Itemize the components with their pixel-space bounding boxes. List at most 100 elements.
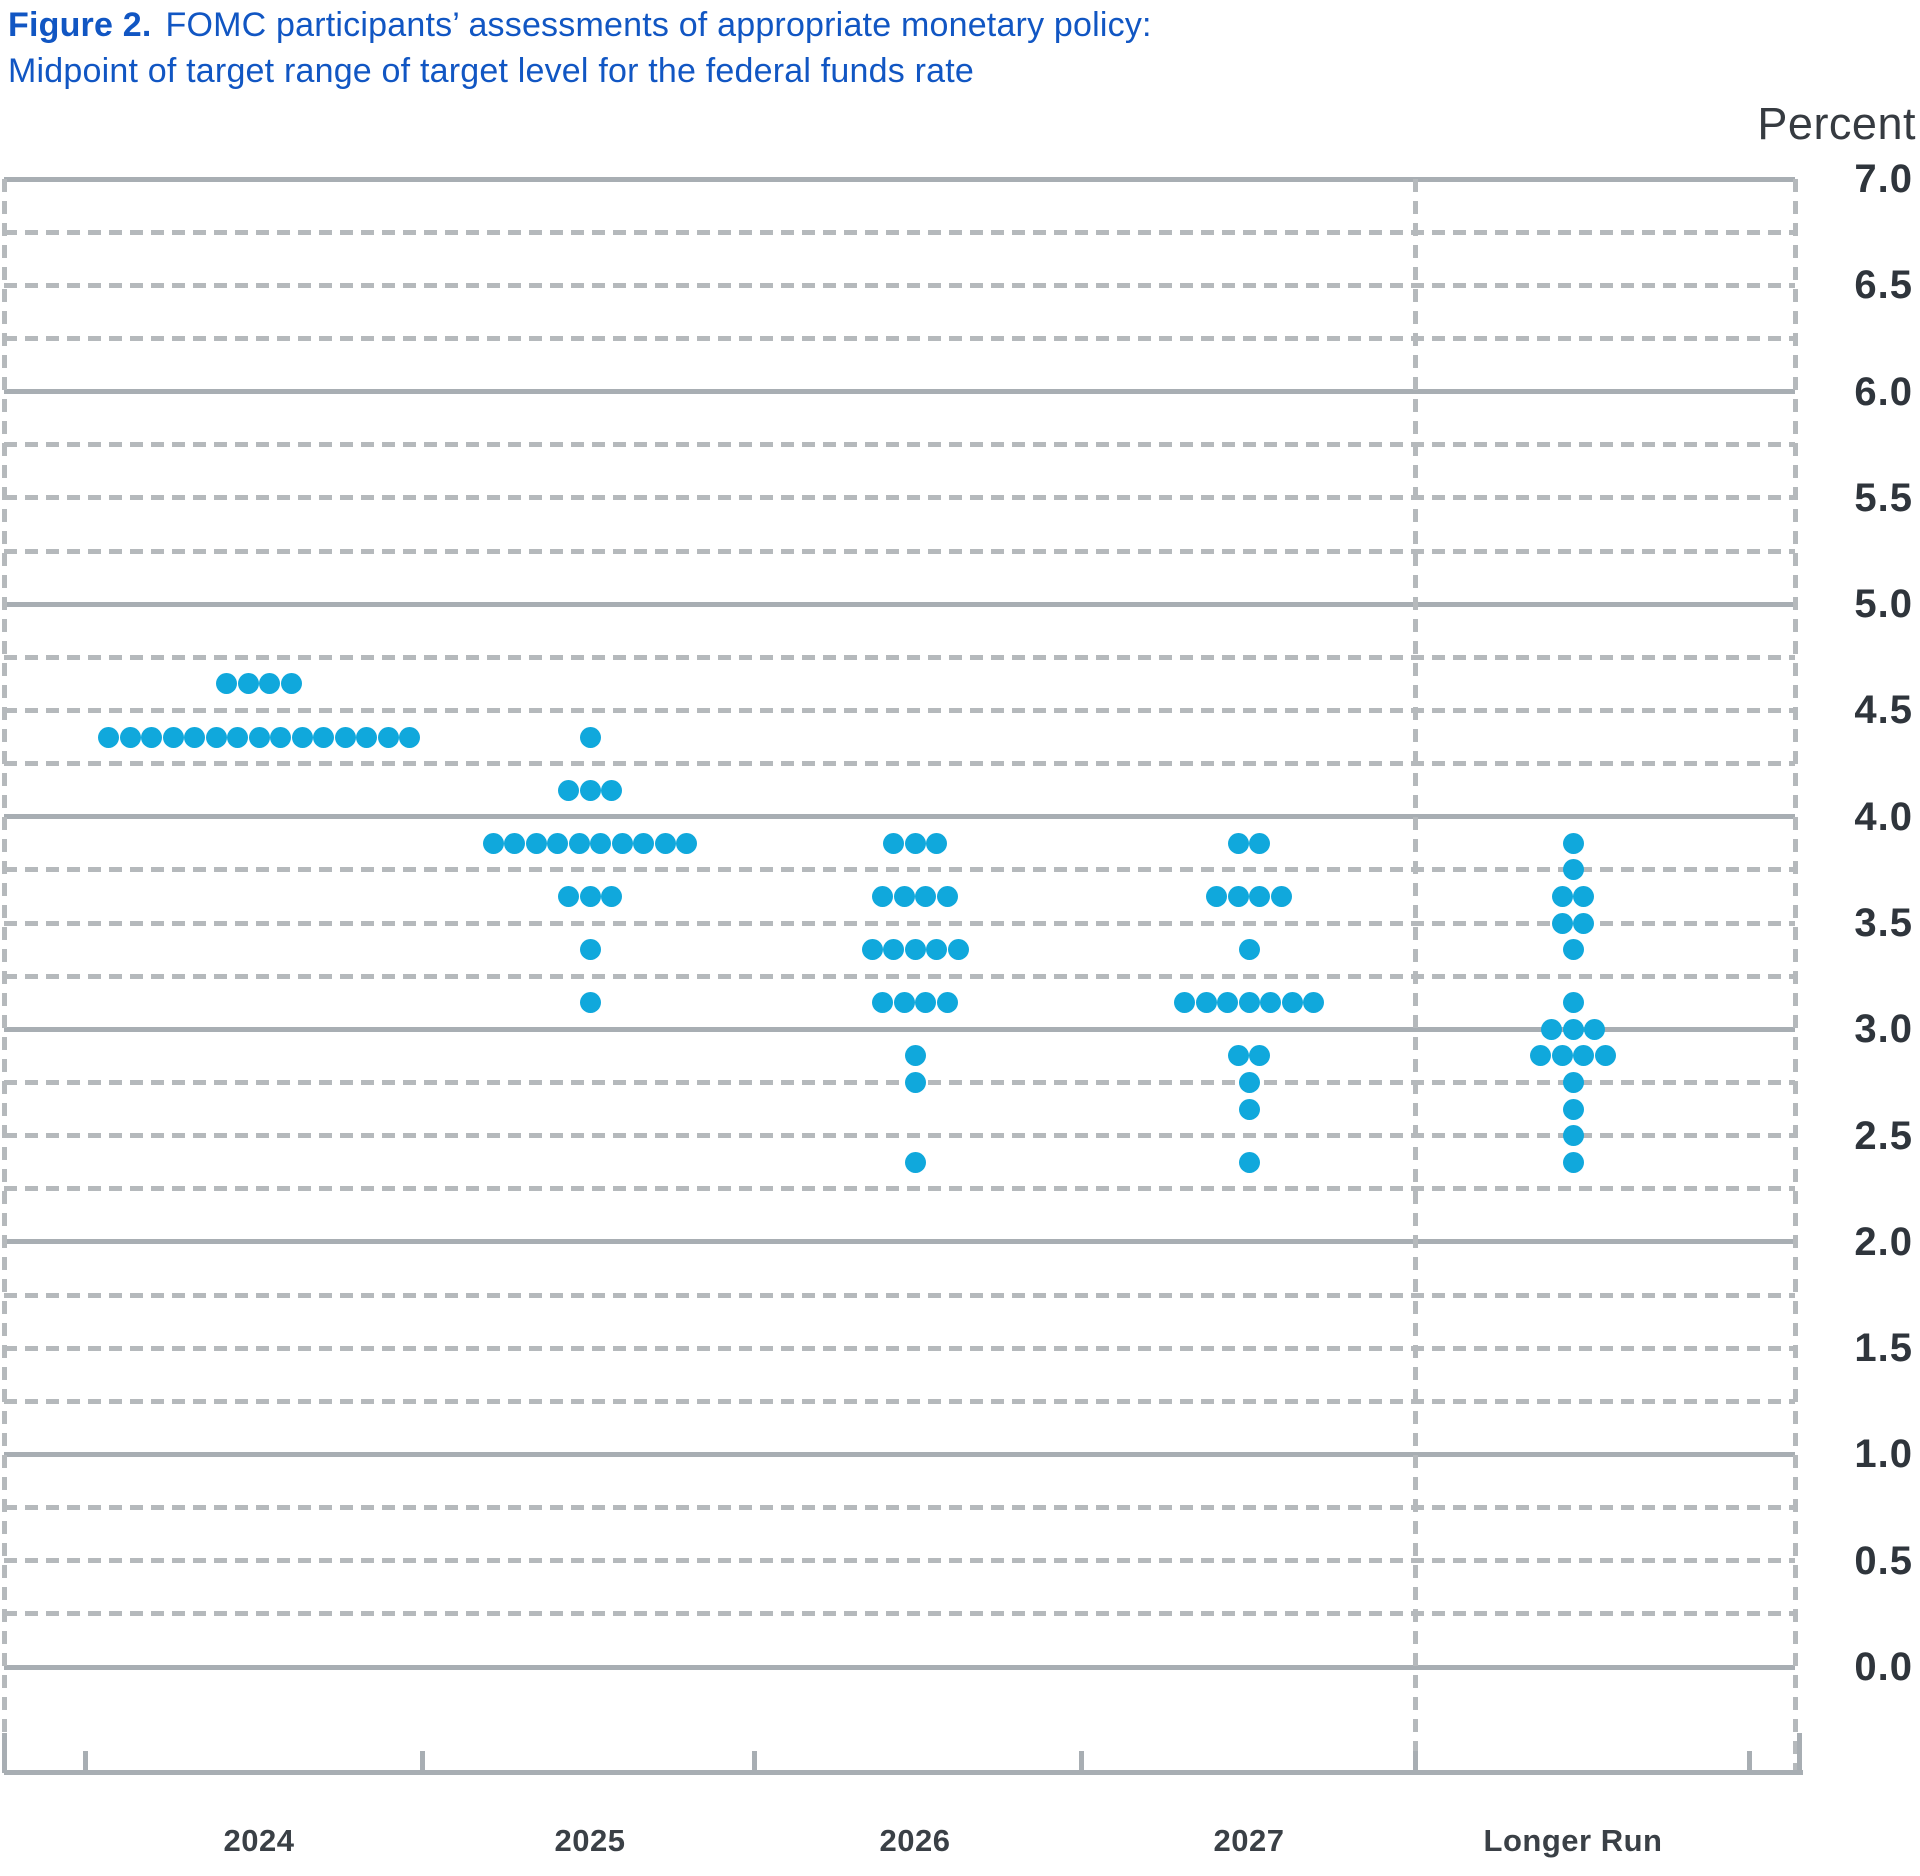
y-axis-tick-label: 3.0: [1854, 1007, 1913, 1052]
fomc-projection-dot: [579, 779, 601, 801]
longer-run-separator: [1412, 179, 1418, 1773]
y-axis-tick-label: 6.5: [1854, 263, 1913, 308]
fomc-projection-dot: [904, 939, 926, 961]
axis-tick: [1412, 1751, 1418, 1773]
y-axis-tick-label: 7.0: [1854, 157, 1913, 201]
fomc-projection-dot: [883, 832, 904, 854]
axis-tick: [1746, 1751, 1752, 1773]
fomc-projection-dot: [1562, 859, 1584, 881]
fomc-projection-dot: [1303, 992, 1324, 1014]
fomc-projection-dot: [947, 939, 969, 961]
fomc-projection-dot: [590, 832, 612, 854]
fomc-projection-dot: [1551, 1045, 1573, 1067]
gridline-dashed: [4, 654, 1795, 660]
y-axis-tick-label: 1.5: [1854, 1326, 1913, 1371]
fomc-projection-dot: [547, 832, 569, 854]
fomc-projection-dot: [904, 1151, 926, 1173]
fomc-projection-dot: [482, 832, 504, 854]
fomc-projection-dot: [936, 992, 958, 1014]
gridline-dashed: [4, 442, 1795, 448]
gridline-solid: [4, 601, 1795, 607]
fomc-projection-dot: [676, 832, 698, 854]
figure-number-label: Figure 2.: [8, 6, 152, 44]
fomc-projection-dot: [579, 992, 601, 1014]
fomc-projection-dot: [915, 992, 937, 1014]
fomc-projection-dot: [141, 726, 162, 748]
fomc-projection-dot: [1249, 832, 1271, 854]
y-axis-unit-label: Percent: [1757, 98, 1916, 149]
x-axis-category-label: 2026: [879, 1823, 951, 1858]
fomc-projection-dot: [1562, 1071, 1584, 1093]
y-axis-tick-label: 5.5: [1854, 475, 1913, 520]
x-axis-category-label: 2027: [1213, 1823, 1285, 1858]
fomc-projection-dot: [926, 832, 947, 854]
fomc-projection-dot: [1195, 992, 1217, 1014]
gridline-dashed: [4, 229, 1795, 235]
fomc-projection-dot: [611, 832, 633, 854]
fomc-projection-dot: [883, 939, 904, 961]
fomc-projection-dot: [162, 726, 184, 748]
fomc-projection-dot: [1584, 1018, 1605, 1040]
fomc-projection-dot: [558, 779, 579, 801]
fomc-projection-dot: [872, 992, 894, 1014]
fomc-projection-dot: [1551, 885, 1573, 907]
y-axis-tick-label: 3.5: [1854, 901, 1913, 945]
gridline-dashed: [4, 495, 1795, 501]
gridline-dashed: [4, 920, 1795, 926]
gridline-dashed: [4, 1611, 1795, 1617]
fomc-projection-dot: [1227, 832, 1249, 854]
fomc-projection-dot: [1530, 1045, 1552, 1067]
fomc-projection-dot: [1573, 885, 1595, 907]
fomc-projection-dot: [904, 832, 926, 854]
fomc-projection-dot: [1562, 1125, 1584, 1147]
fomc-projection-dot: [205, 726, 227, 748]
gridline-dashed: [4, 1398, 1795, 1404]
fomc-projection-dot: [227, 726, 248, 748]
fomc-projection-dot: [861, 939, 883, 961]
x-axis-category-label: 2025: [554, 1823, 626, 1858]
fomc-projection-dot: [1249, 885, 1271, 907]
y-axis-tick-label: 1.0: [1854, 1432, 1913, 1477]
fomc-projection-dot: [915, 885, 937, 907]
fomc-projection-dot: [893, 992, 915, 1014]
gridline-dashed: [4, 707, 1795, 713]
fomc-projection-dot: [504, 832, 526, 854]
axis-edge-tick: [1, 1733, 7, 1773]
gridline-dashed: [4, 867, 1795, 873]
fomc-projection-dot: [216, 673, 238, 695]
fomc-projection-dot: [936, 885, 958, 907]
fomc-projection-dot: [872, 885, 894, 907]
fomc-projection-dot: [1249, 1045, 1271, 1067]
fomc-projection-dot: [377, 726, 399, 748]
fomc-projection-dot: [1562, 832, 1584, 854]
fomc-projection-dot: [1174, 992, 1195, 1014]
fomc-projection-dot: [1541, 1018, 1562, 1040]
fomc-projection-dot: [1594, 1045, 1616, 1067]
fomc-projection-dot: [525, 832, 547, 854]
fomc-projection-dot: [893, 885, 915, 907]
x-axis-category-label: 2024: [223, 1823, 295, 1858]
gridline-dashed: [4, 1292, 1795, 1298]
fomc-projection-dot: [1260, 992, 1281, 1014]
fomc-projection-dot: [1238, 939, 1260, 961]
fomc-projection-dot: [1227, 885, 1249, 907]
fomc-projection-dot: [1281, 992, 1303, 1014]
gridline-solid: [4, 176, 1795, 182]
fomc-projection-dot: [356, 726, 377, 748]
plot-border-dashed: [1, 179, 7, 1773]
gridline-dashed: [4, 1186, 1795, 1192]
y-axis-tick-label: 4.0: [1854, 794, 1913, 839]
fomc-projection-dot: [98, 726, 119, 748]
fomc-projection-dot: [601, 885, 622, 907]
figure-title-line2: Midpoint of target range of target level…: [8, 52, 974, 90]
fomc-projection-dot: [291, 726, 313, 748]
fomc-projection-dot: [926, 939, 947, 961]
fomc-projection-dot: [579, 939, 601, 961]
fomc-projection-dot: [1573, 912, 1595, 934]
fomc-projection-dot: [1238, 1098, 1260, 1120]
fomc-projection-dot: [399, 726, 420, 748]
fomc-projection-dot: [1206, 885, 1228, 907]
fomc-projection-dot: [313, 726, 334, 748]
y-axis-tick-label: 4.5: [1854, 688, 1913, 733]
